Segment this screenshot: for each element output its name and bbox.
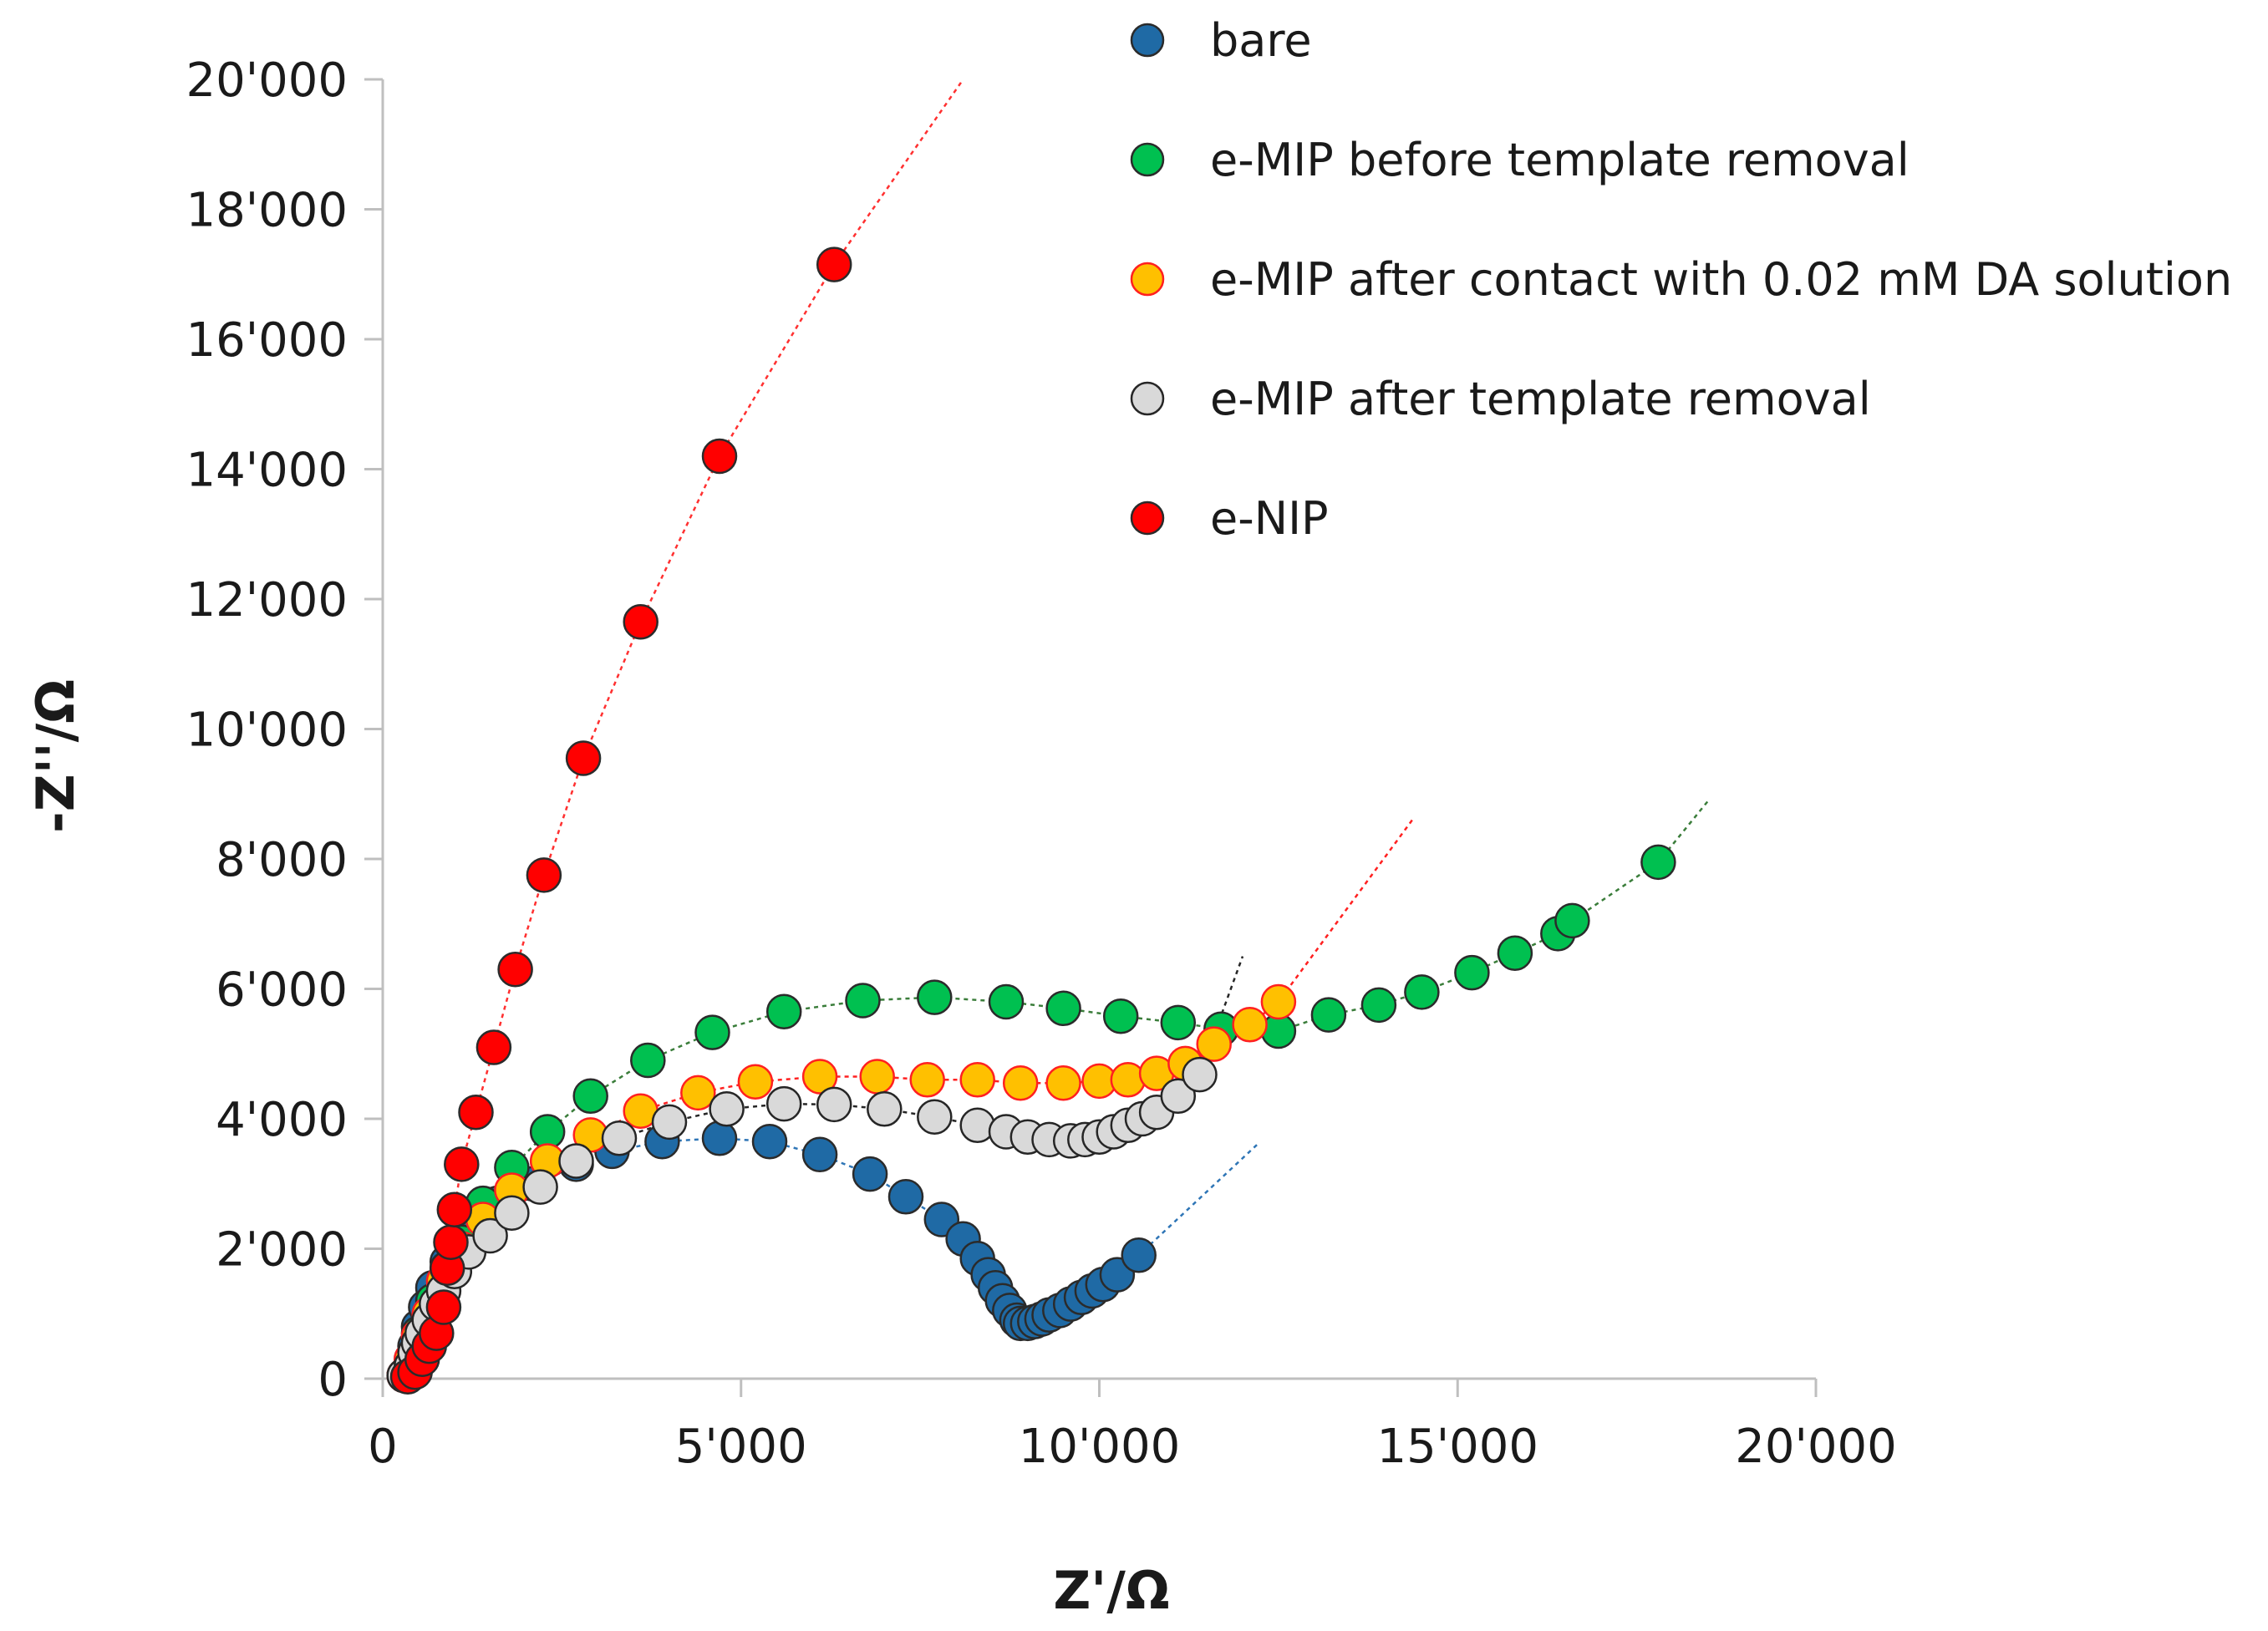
data-point xyxy=(1121,1237,1157,1273)
data-point xyxy=(458,1094,494,1131)
data-point xyxy=(1160,1004,1197,1041)
x-axis-title: Z'/Ω xyxy=(1053,1560,1169,1621)
legend-label: bare xyxy=(1210,14,1312,67)
data-point xyxy=(751,1123,788,1160)
series-5-points xyxy=(389,246,852,1395)
data-point xyxy=(1497,935,1533,971)
y-tick-label: 12'000 xyxy=(186,573,348,628)
legend: bare e-MIP before template removal e-MIP a… xyxy=(1130,14,2232,545)
data-point xyxy=(887,1179,924,1215)
x-tick-label: 5'000 xyxy=(675,1420,807,1474)
data-point xyxy=(909,1062,945,1098)
data-point xyxy=(709,1091,745,1127)
data-point xyxy=(1160,1078,1197,1115)
legend-marker xyxy=(1130,262,1165,297)
x-tick-label: 0 xyxy=(368,1420,398,1474)
data-point xyxy=(1002,1064,1039,1101)
data-point xyxy=(1196,1026,1232,1062)
y-tick-label: 0 xyxy=(318,1353,348,1407)
y-tick-label: 8'000 xyxy=(216,833,348,887)
data-point xyxy=(845,983,881,1019)
data-point xyxy=(1640,844,1676,881)
data-point xyxy=(917,979,953,1015)
x-tick-label: 10'000 xyxy=(1019,1420,1181,1474)
legend-marker xyxy=(1130,142,1165,177)
data-point xyxy=(694,1014,730,1050)
data-point xyxy=(425,1289,462,1325)
data-point xyxy=(1310,997,1347,1033)
y-tick-label: 14'000 xyxy=(186,444,348,498)
data-point xyxy=(1102,998,1139,1034)
data-point xyxy=(1260,983,1297,1020)
data-point xyxy=(1110,1062,1147,1098)
y-tick-label: 18'000 xyxy=(186,184,348,238)
legend-marker xyxy=(1130,23,1165,58)
y-tick-label: 4'000 xyxy=(216,1093,348,1147)
data-point xyxy=(475,1029,512,1065)
x-tick-label: 15'000 xyxy=(1376,1420,1538,1474)
data-point xyxy=(816,1086,852,1123)
data-point xyxy=(565,740,602,776)
y-axis-title: -Z''/Ω xyxy=(25,679,86,833)
y-tick-label: 16'000 xyxy=(186,313,348,368)
data-point xyxy=(701,1120,738,1156)
data-point xyxy=(801,1059,838,1095)
legend-marker xyxy=(1130,500,1165,536)
data-point xyxy=(1454,954,1490,991)
data-point xyxy=(917,1099,953,1135)
data-point xyxy=(494,1195,530,1231)
y-tick-label: 20'000 xyxy=(186,53,348,108)
data-points xyxy=(386,246,1676,1395)
legend-label: e-NIP xyxy=(1210,492,1329,545)
data-point xyxy=(867,1091,903,1127)
data-point xyxy=(1554,902,1590,939)
data-point xyxy=(558,1143,594,1179)
data-point xyxy=(444,1146,480,1182)
data-point xyxy=(1045,1064,1081,1101)
legend-label: e-MIP before template removal xyxy=(1210,134,1909,186)
data-point xyxy=(852,1156,888,1192)
data-point xyxy=(988,983,1025,1020)
data-point xyxy=(522,1169,558,1205)
data-point xyxy=(1404,974,1440,1010)
data-point xyxy=(472,1217,508,1254)
data-point xyxy=(1182,1056,1218,1093)
y-tick-label: 6'000 xyxy=(216,963,348,1018)
data-point xyxy=(433,1224,469,1260)
data-point xyxy=(701,438,738,475)
x-tick-label: 20'000 xyxy=(1735,1420,1897,1474)
data-point xyxy=(1232,1007,1268,1043)
data-point xyxy=(1360,987,1397,1024)
legend-label: e-MIP after contact with 0.02 mM DA solu… xyxy=(1210,253,2232,306)
x-axis-ticks: 0 5'000 10'000 15'000 20'000 xyxy=(368,1379,1897,1474)
fit-line-series-3 xyxy=(403,816,1416,1376)
y-tick-label: 10'000 xyxy=(186,704,348,758)
data-point xyxy=(765,993,802,1029)
data-point xyxy=(765,1085,802,1122)
legend-marker xyxy=(1130,381,1165,416)
data-point xyxy=(651,1104,688,1141)
data-point xyxy=(572,1078,608,1115)
data-point xyxy=(436,1191,473,1228)
data-point xyxy=(601,1120,638,1156)
y-tick-label: 2'000 xyxy=(216,1223,348,1278)
data-point xyxy=(959,1107,995,1144)
data-point xyxy=(623,603,659,640)
data-point xyxy=(816,246,852,282)
series-4-points xyxy=(386,1056,1218,1394)
data-point xyxy=(497,951,533,988)
data-point xyxy=(1045,990,1081,1027)
data-point xyxy=(801,1136,838,1173)
data-point xyxy=(630,1042,666,1079)
data-point xyxy=(526,857,562,893)
data-point xyxy=(859,1059,895,1095)
data-point xyxy=(680,1075,716,1111)
y-axis-ticks: 0 2'000 4'000 6'000 8'000 10'000 12'000 14'000 1… xyxy=(186,53,383,1407)
legend-label: e-MIP after template removal xyxy=(1210,373,1871,425)
data-point xyxy=(737,1064,774,1100)
data-point xyxy=(959,1062,995,1098)
